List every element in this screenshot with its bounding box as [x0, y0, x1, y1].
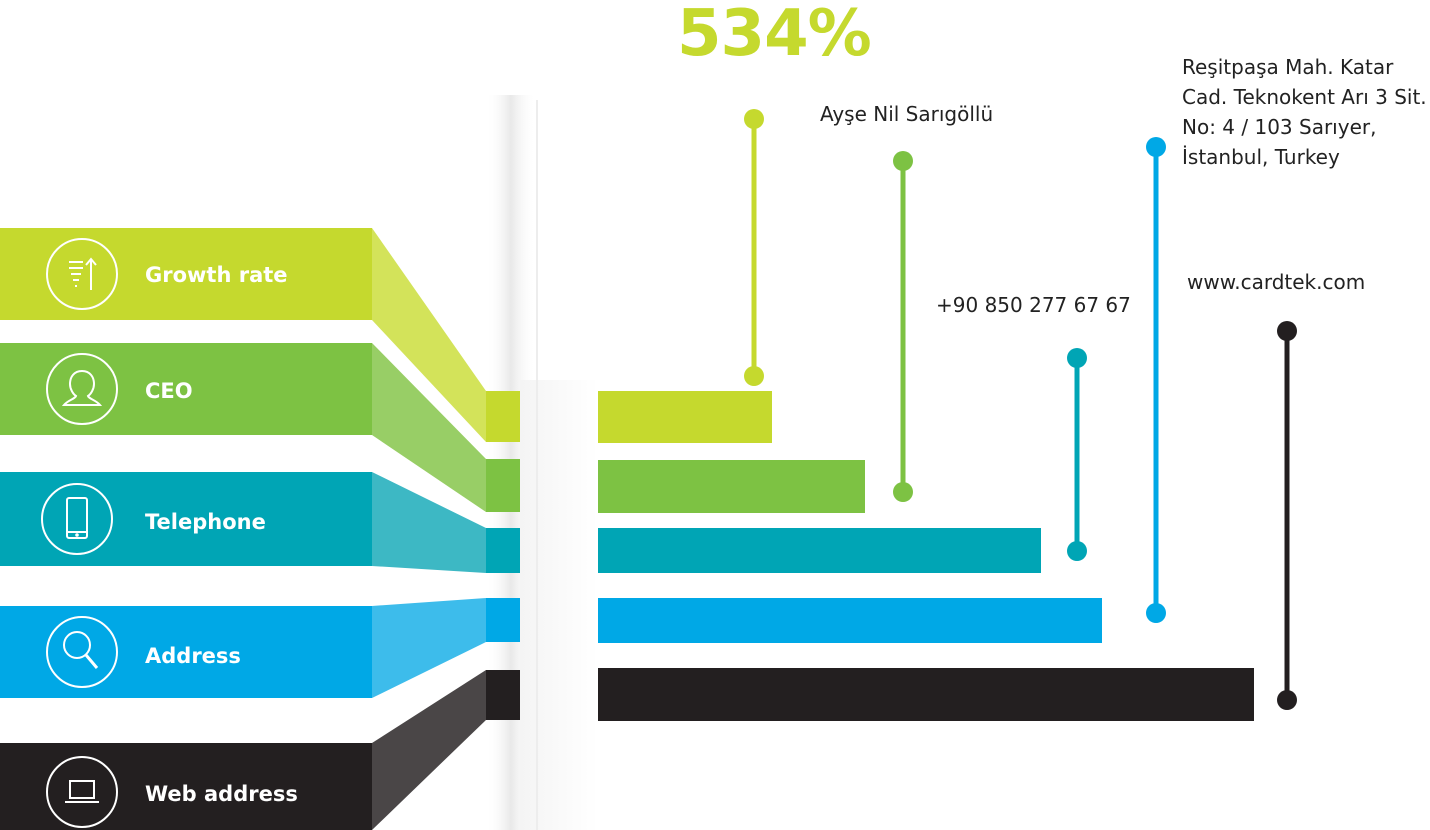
row-label-ceo: CEO	[145, 379, 193, 403]
growth-rate-value: 534%	[677, 0, 872, 71]
growth-chart-icon	[46, 238, 118, 310]
wall-panel	[520, 380, 598, 830]
ribbon-address	[0, 598, 538, 698]
bar-phone	[598, 528, 1041, 573]
ribbon-ceo	[0, 343, 538, 512]
telephone-value: +90 850 277 67 67	[936, 293, 1131, 317]
address-value: Reşitpaşa Mah. Katar Cad. Teknokent Arı …	[1182, 55, 1427, 169]
ribbon-growth	[0, 228, 538, 442]
connector-growth	[744, 109, 764, 386]
row-label-growth: Growth rate	[145, 263, 288, 287]
web-address-value: www.cardtek.com	[1187, 270, 1366, 294]
wall-edge	[536, 100, 538, 830]
ceo-value: Ayşe Nil Sarıgöllü	[820, 102, 994, 126]
connector-address	[1146, 137, 1166, 623]
phone-icon	[41, 483, 113, 555]
person-icon	[46, 353, 118, 425]
connector-web	[1277, 321, 1297, 710]
row-label-phone: Telephone	[145, 510, 266, 534]
row-label-address: Address	[145, 644, 241, 668]
bar-growth	[598, 391, 772, 443]
bar-address	[598, 598, 1102, 643]
connector-phone	[1067, 348, 1087, 561]
row-label-web: Web address	[145, 782, 298, 806]
bar-web	[598, 668, 1254, 721]
connector-ceo	[893, 151, 913, 502]
search-icon	[46, 616, 118, 688]
laptop-icon	[46, 756, 118, 828]
bar-ceo	[598, 460, 865, 513]
